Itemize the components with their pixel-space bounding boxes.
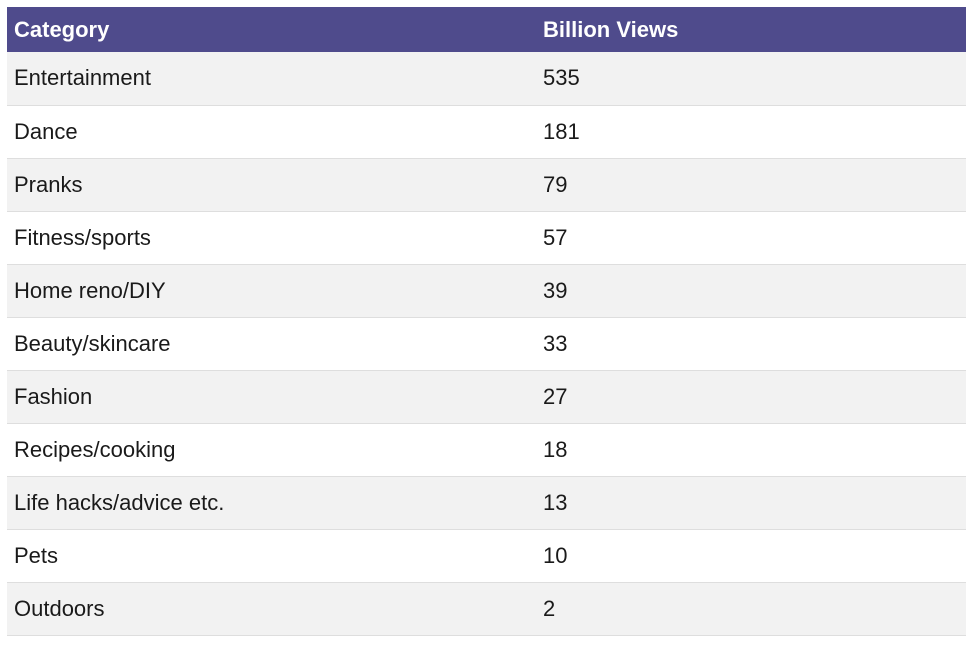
billion-views-cell: 33 [536, 317, 966, 371]
table-row: Fitness/sports 57 [7, 211, 966, 265]
category-cell: Entertainment [7, 52, 536, 106]
category-cell: Fitness/sports [7, 211, 536, 265]
table-body: Entertainment 535 Dance 181 Pranks 79 Fitness/… [7, 52, 966, 636]
billion-views-cell: 57 [536, 211, 966, 265]
table-row: Recipes/cooking 18 [7, 423, 966, 477]
table-row: Entertainment 535 [7, 52, 966, 106]
views-table: Category Billion Views Entertainment 535 D… [7, 7, 966, 636]
category-cell: Outdoors [7, 582, 536, 636]
category-cell: Dance [7, 105, 536, 159]
table-row: Outdoors 2 [7, 582, 966, 636]
category-cell: Fashion [7, 370, 536, 424]
views-table-container: Category Billion Views Entertainment 535 D… [7, 7, 966, 636]
billion-views-cell: 13 [536, 476, 966, 530]
billion-views-cell: 2 [536, 582, 966, 636]
billion-views-cell: 18 [536, 423, 966, 477]
billion-views-cell: 27 [536, 370, 966, 424]
category-cell: Home reno/DIY [7, 264, 536, 318]
billion-views-cell: 39 [536, 264, 966, 318]
table-row: Beauty/skincare 33 [7, 317, 966, 371]
billion-views-cell: 79 [536, 158, 966, 212]
column-header-category: Category [7, 7, 536, 52]
table-row: Life hacks/advice etc. 13 [7, 476, 966, 530]
table-row: Home reno/DIY 39 [7, 264, 966, 318]
table-row: Fashion 27 [7, 370, 966, 424]
billion-views-cell: 10 [536, 529, 966, 583]
table-header-row: Category Billion Views [7, 7, 966, 52]
column-header-billion-views: Billion Views [536, 7, 966, 52]
category-cell: Beauty/skincare [7, 317, 536, 371]
table-row: Pranks 79 [7, 158, 966, 212]
billion-views-cell: 535 [536, 52, 966, 106]
category-cell: Pranks [7, 158, 536, 212]
category-cell: Pets [7, 529, 536, 583]
table-row: Dance 181 [7, 105, 966, 159]
billion-views-cell: 181 [536, 105, 966, 159]
category-cell: Recipes/cooking [7, 423, 536, 477]
table-row: Pets 10 [7, 529, 966, 583]
category-cell: Life hacks/advice etc. [7, 476, 536, 530]
